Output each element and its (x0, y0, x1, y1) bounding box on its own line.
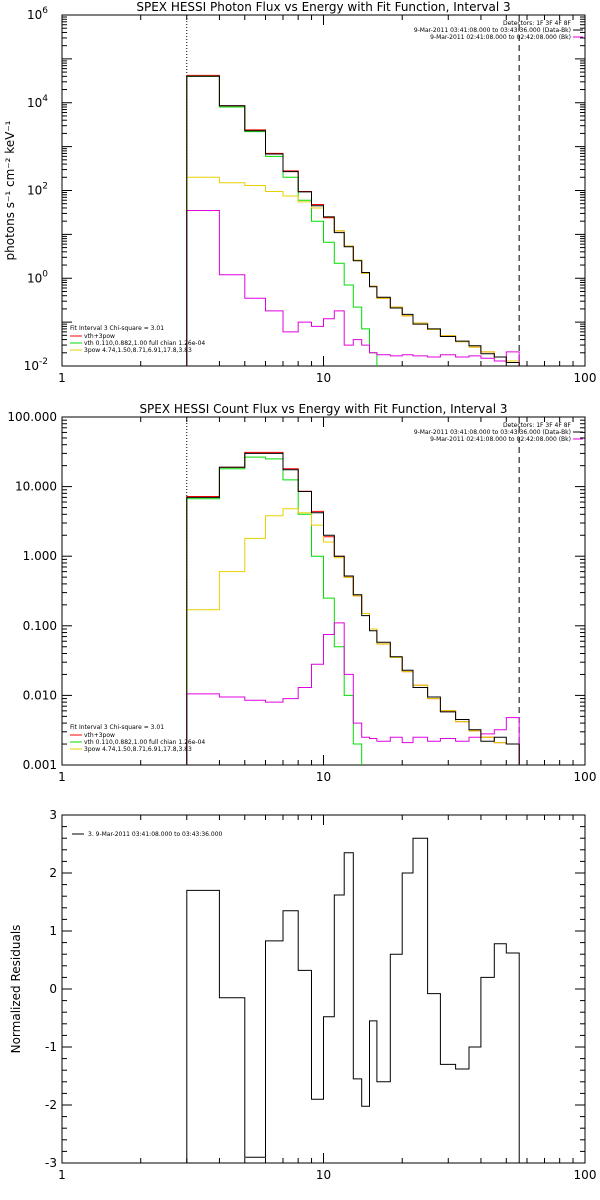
legend-entry-label: vth+3pow (84, 732, 115, 739)
y-tick-label: -3 (45, 1156, 57, 1170)
legend-detectors: Detectors: 1F 3F 4F 8F (503, 20, 572, 27)
chart-title: SPEX HESSI Count Flux vs Energy with Fit… (139, 402, 507, 416)
legend-entry-label: 9-Mar-2011 03:41:08.000 to 03:43:36.000 … (414, 429, 571, 436)
y-tick-label: 102 (27, 182, 48, 198)
y-axis-label: photons s⁻¹ cm⁻² keV⁻¹ (3, 120, 17, 260)
series-3-line (186, 837, 520, 1163)
y-tick-base: 10 (27, 8, 42, 22)
x-tick-label: 100 (574, 770, 597, 784)
y-tick-base: 10 (27, 184, 42, 198)
plot-frame (61, 814, 586, 1164)
legend-entry-label: vth 0.110,0.882,1.00 full chian 1.26e-04 (84, 340, 205, 347)
legend-entry-label: 9-Mar-2011 03:41:08.000 to 03:43:36.000 … (414, 27, 571, 34)
y-tick-label: -1 (45, 1040, 57, 1054)
legend-fit-header: Fit Interval 3 Chi-square = 3.01 (70, 724, 164, 731)
legend-entry-label: 3pow 4.74,1.50,8.71,6.91,17.8,3.83 (84, 746, 192, 753)
legend-detectors: Detectors: 1F 3F 4F 8F (503, 422, 572, 429)
x-tick-label: 100 (574, 371, 597, 385)
x-tick-label: 1 (58, 371, 66, 385)
y-tick-label: 2 (49, 866, 57, 880)
y-tick-label: 0 (49, 982, 57, 996)
y-axis-label: Normalized Residuals (9, 925, 23, 1054)
y-tick-label: 100.000 (7, 410, 57, 424)
y-tick-label: 10.000 (15, 480, 57, 494)
y-tick-label: 106 (27, 6, 48, 22)
legend-entry-label: vth+3pow (84, 333, 115, 340)
chart-panel-2: SPEX HESSI Count Flux vs Energy with Fit… (7, 402, 596, 784)
y-tick-label: 0.100 (23, 619, 57, 633)
plot-area (186, 74, 520, 366)
y-tick-label: 104 (27, 94, 48, 110)
legend-entry-label: 3. 9-Mar-2011 03:41:08.000 to 03:43:36.0… (88, 831, 223, 838)
y-tick-exponent: -2 (39, 357, 48, 367)
series-vth-line (186, 75, 520, 366)
chart-title: SPEX HESSI Photon Flux vs Energy with Fi… (136, 0, 510, 14)
legend-entry-label: 9-Mar-2011 02:41:08.000 to 02:42:08.000 … (430, 436, 571, 443)
y-tick-label: 0.010 (23, 688, 57, 702)
legend-entry-label: 3pow 4.74,1.50,8.71,6.91,17.8,3.83 (84, 347, 192, 354)
y-tick-exponent: 4 (42, 94, 48, 104)
y-tick-label: 1.000 (23, 549, 57, 563)
series-data-line (186, 452, 520, 765)
plot-area (186, 451, 520, 765)
y-tick-label: 1 (49, 924, 57, 938)
chart-panel-1: SPEX HESSI Photon Flux vs Energy with Fi… (3, 0, 596, 385)
series-vth3pow-line (186, 74, 520, 366)
y-tick-label: 10-2 (24, 357, 48, 373)
y-tick-label: 0.001 (23, 758, 57, 772)
y-tick-base: 10 (27, 271, 42, 285)
y-tick-label: -2 (45, 1098, 57, 1112)
series-data-line (186, 75, 520, 366)
y-tick-exponent: 0 (42, 269, 48, 279)
legend-fit-header: Fit Interval 3 Chi-square = 3.01 (70, 325, 164, 332)
y-tick-label: 100 (27, 269, 48, 285)
y-tick-exponent: 2 (42, 182, 48, 192)
y-tick-base: 10 (24, 359, 39, 373)
x-tick-label: 10 (316, 1168, 331, 1182)
legend-entry-label: vth 0.110,0.882,1.00 full chian 1.26e-04 (84, 739, 205, 746)
x-tick-label: 10 (316, 770, 331, 784)
legend-entry-label: 9-Mar-2011 02:41:08.000 to 02:42:08.000 … (430, 34, 571, 41)
y-tick-base: 10 (27, 96, 42, 110)
y-tick-label: 3 (49, 808, 57, 822)
x-tick-label: 1 (58, 770, 66, 784)
series-bk-line (186, 210, 520, 366)
plot-area (186, 837, 520, 1163)
y-tick-exponent: 6 (42, 6, 48, 16)
x-tick-label: 1 (58, 1168, 66, 1182)
series-bk-line (186, 622, 520, 765)
series-3pow-line (186, 176, 520, 366)
x-tick-label: 100 (574, 1168, 597, 1182)
x-tick-label: 10 (316, 371, 331, 385)
plot-frame (61, 14, 586, 367)
